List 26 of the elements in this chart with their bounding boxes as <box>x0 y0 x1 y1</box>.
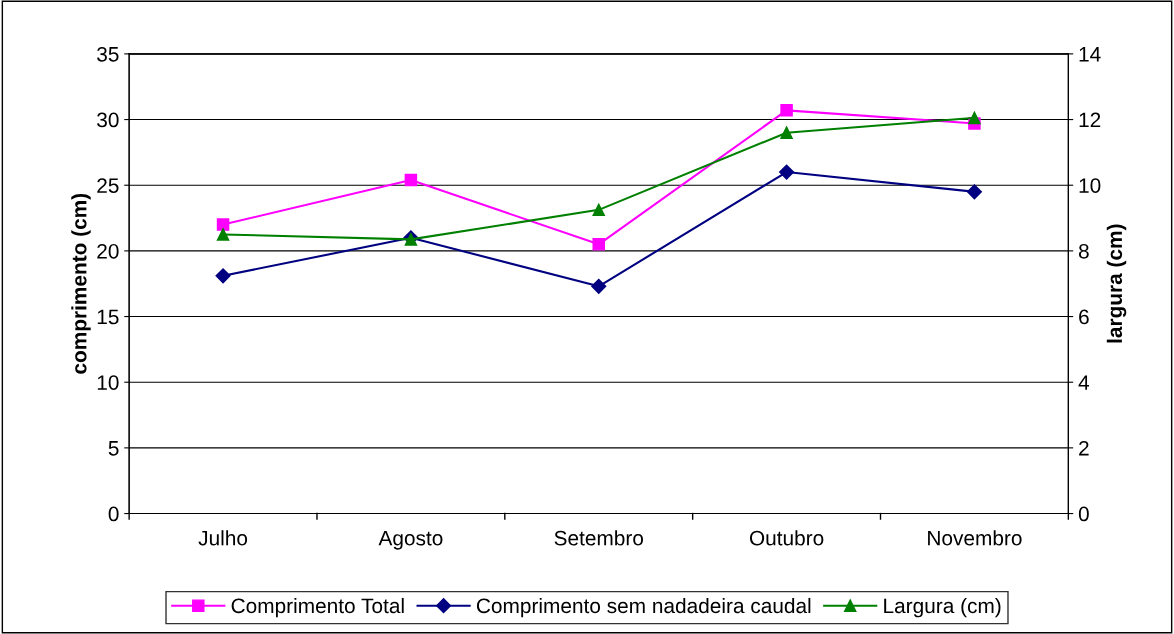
y-tick-label: 30 <box>97 112 119 128</box>
x-tick-label: Julho <box>198 530 248 546</box>
y-tick-label: 0 <box>108 506 119 522</box>
y-axis-title: comprimento (cm) <box>71 193 91 374</box>
y2-axis-title: largura (cm) <box>1106 224 1127 343</box>
x-tick-label: Agosto <box>378 530 443 550</box>
y-tick-label: 15 <box>97 309 119 325</box>
y-tick-label: 10 <box>97 375 119 390</box>
y-tick-label: 5 <box>108 441 119 456</box>
y-tick-label: 25 <box>97 178 119 193</box>
y-tick-label: 35 <box>97 46 119 62</box>
x-tick-label: Setembro <box>554 530 644 546</box>
x-tick-label: Novembro <box>928 530 1022 546</box>
legend-label: Comprimento sem nadadeira caudal <box>476 597 811 618</box>
y2-tick-label: 2 <box>1079 440 1089 456</box>
y2-tick-label: 12 <box>1079 112 1101 128</box>
x-tick-label: Outubro <box>749 530 824 546</box>
y2-tick-label: 14 <box>1079 47 1101 62</box>
legend-label: Comprimento Total <box>231 597 404 618</box>
y2-tick-label: 0 <box>1078 506 1089 522</box>
y2-tick-label: 8 <box>1078 243 1089 259</box>
y-tick-label: 20 <box>97 243 119 259</box>
legend-label: Largura (cm) <box>884 597 1001 618</box>
y2-tick-label: 6 <box>1079 309 1089 325</box>
y2-tick-label: 4 <box>1078 375 1090 390</box>
y2-tick-label: 10 <box>1079 178 1101 193</box>
